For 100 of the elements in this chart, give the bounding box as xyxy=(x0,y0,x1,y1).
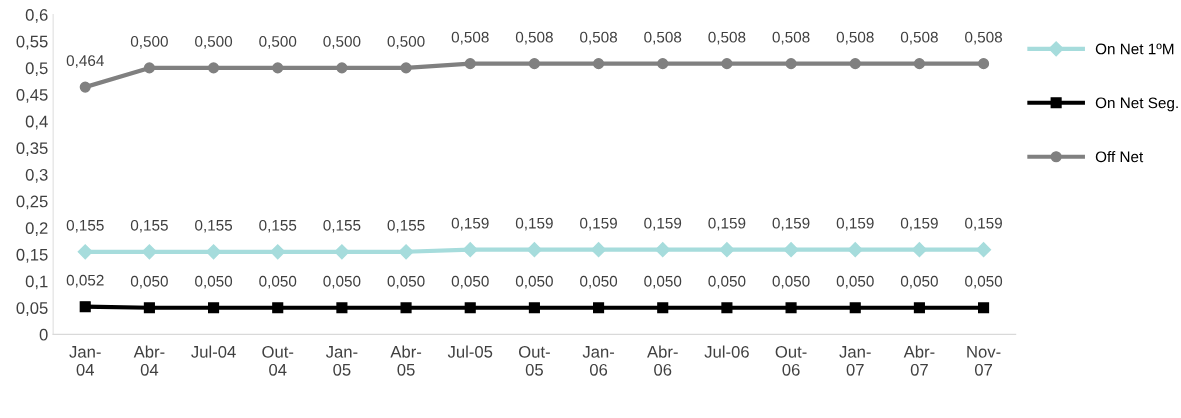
point xyxy=(526,242,542,258)
y-tick-label: 0 xyxy=(39,328,48,341)
x-tick-label: Out- 05 xyxy=(518,345,550,376)
x-tick-label: Abr- 05 xyxy=(390,345,422,376)
point xyxy=(336,302,348,314)
legend-label: On Net Seg. xyxy=(1095,97,1178,112)
x-tick-label: Out- 06 xyxy=(775,345,807,376)
x-tick-label: Jan- 07 xyxy=(839,346,871,376)
data-label: 0,159 xyxy=(515,217,553,231)
y-tick-label: 0,5 xyxy=(25,62,48,77)
point xyxy=(976,242,992,258)
y-tick-label: 0,45 xyxy=(16,88,48,103)
point xyxy=(464,302,476,314)
point xyxy=(719,242,735,258)
data-label: 0,159 xyxy=(836,217,874,231)
y-tick-label: 0,15 xyxy=(16,248,48,263)
legend-label: On Net 1ºM xyxy=(1095,43,1174,55)
data-label: 0,050 xyxy=(451,275,489,289)
point xyxy=(913,302,925,314)
data-label: 0,508 xyxy=(515,31,553,45)
x-tick-label: Jul-05 xyxy=(447,345,493,358)
x-tick-label: Abr- 04 xyxy=(133,345,165,376)
x-tick-label: Abr- 06 xyxy=(647,345,678,376)
data-label: 0,508 xyxy=(580,31,618,45)
y-tick-label: 0,3 xyxy=(25,168,48,183)
point xyxy=(783,242,799,258)
data-label: 0,050 xyxy=(515,275,553,289)
data-label: 0,508 xyxy=(772,31,810,45)
data-label: 0,500 xyxy=(323,36,361,49)
point xyxy=(785,58,797,70)
point xyxy=(591,242,607,258)
data-label: 0,155 xyxy=(387,219,425,233)
data-label: 0,159 xyxy=(708,217,746,231)
data-label: 0,508 xyxy=(451,31,489,45)
x-tick-label: Nov- 07 xyxy=(967,346,1001,376)
point xyxy=(655,242,671,258)
point xyxy=(847,242,863,258)
data-label: 0,050 xyxy=(387,275,425,289)
x-tick-label: Out- 04 xyxy=(262,345,294,376)
point xyxy=(208,62,220,74)
data-label: 0,155 xyxy=(323,219,361,233)
point xyxy=(593,58,605,70)
point xyxy=(272,302,284,314)
point xyxy=(334,244,350,260)
data-label: 0,159 xyxy=(900,217,938,231)
data-label: 0,508 xyxy=(708,31,746,45)
point xyxy=(270,244,286,260)
point xyxy=(79,301,91,313)
point xyxy=(721,58,733,70)
point xyxy=(77,244,93,260)
x-tick-label: Jul-04 xyxy=(191,345,236,358)
point xyxy=(913,58,925,70)
y-tick-label: 0,4 xyxy=(25,115,48,130)
point xyxy=(398,244,414,260)
data-label: 0,050 xyxy=(900,275,938,289)
point xyxy=(978,58,990,70)
data-label: 0,155 xyxy=(195,219,233,233)
point xyxy=(593,302,605,314)
y-tick-label: 0,1 xyxy=(25,275,48,290)
data-label: 0,052 xyxy=(66,274,104,288)
point xyxy=(528,302,540,314)
data-label: 0,050 xyxy=(130,275,168,289)
point xyxy=(785,302,797,314)
data-label: 0,159 xyxy=(772,217,810,231)
data-label: 0,464 xyxy=(66,55,104,68)
y-tick-label: 0,2 xyxy=(25,222,48,236)
y-tick-label: 0,25 xyxy=(16,195,48,210)
point xyxy=(143,62,155,74)
x-tick-label: Jan- 06 xyxy=(582,346,615,376)
x-tick-label: Abr- 07 xyxy=(903,345,935,376)
point xyxy=(141,244,157,260)
y-tick-label: 0,6 xyxy=(25,9,48,23)
data-label: 0,159 xyxy=(644,217,682,231)
point xyxy=(657,58,669,70)
point xyxy=(208,302,220,314)
point xyxy=(272,62,284,74)
x-tick-label: Jan- 04 xyxy=(69,346,101,376)
point xyxy=(143,302,155,314)
data-label: 0,155 xyxy=(66,219,104,233)
point xyxy=(205,244,222,260)
data-label: 0,050 xyxy=(644,275,682,289)
data-label: 0,508 xyxy=(965,31,1003,45)
data-label: 0,508 xyxy=(900,31,938,45)
x-tick-label: Jan- 05 xyxy=(325,346,358,376)
point xyxy=(400,302,412,314)
data-label: 0,050 xyxy=(708,275,746,289)
x-tick-label: Jul-06 xyxy=(704,345,749,358)
data-label: 0,159 xyxy=(451,217,489,231)
point xyxy=(657,302,669,314)
data-label: 0,050 xyxy=(836,275,874,289)
data-label: 0,500 xyxy=(259,36,297,49)
data-label: 0,050 xyxy=(772,275,810,289)
data-label: 0,500 xyxy=(387,36,425,49)
point xyxy=(462,242,478,258)
data-label: 0,050 xyxy=(965,275,1003,289)
data-label: 0,500 xyxy=(195,36,233,49)
legend-label: Off Net xyxy=(1095,151,1144,163)
data-label: 0,050 xyxy=(259,275,297,289)
y-tick-label: 0,05 xyxy=(16,302,48,316)
y-tick-label: 0,55 xyxy=(16,35,48,50)
